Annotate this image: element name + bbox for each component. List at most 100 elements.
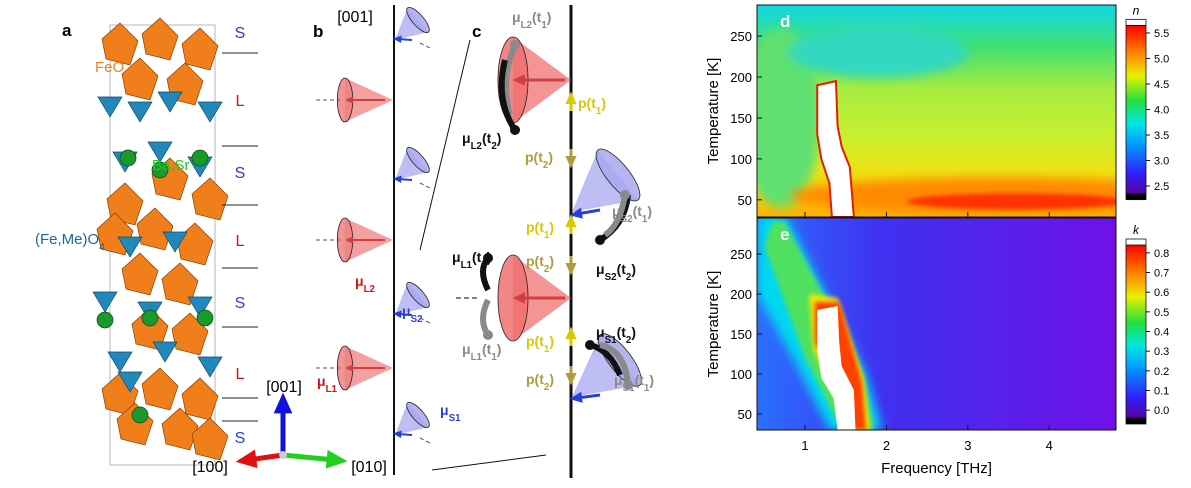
colorbar-cap	[1126, 194, 1146, 200]
x-tick-label: 3	[964, 438, 971, 453]
label: μL2(t1)	[512, 9, 551, 31]
label: μL2	[355, 273, 376, 295]
layer-label: L	[236, 93, 245, 110]
arrow-head	[565, 327, 576, 339]
tetrahedron	[128, 102, 152, 122]
colorbar-tick-label: 0.6	[1154, 287, 1169, 299]
colorbar-tick-label: 0.1	[1154, 385, 1169, 397]
subscript: S2	[605, 272, 618, 283]
label: p(t1)	[578, 95, 606, 117]
label-part: )	[549, 219, 554, 235]
label-part: FeO	[95, 59, 124, 76]
y-tick-label: 100	[730, 367, 752, 382]
octahedron	[142, 18, 178, 60]
tetrahedron	[93, 292, 117, 312]
label-part: )	[547, 9, 552, 25]
colorbar-tick-label: 5.0	[1154, 54, 1169, 66]
y-tick-label: 200	[730, 287, 752, 302]
label-part: (t	[482, 130, 492, 146]
figure-body: aFeO6Ba,Sr(Fe,Me)O4SLSLSLS[001][100][010…	[35, 3, 1191, 478]
colorbar-tick-label: 0.5	[1154, 307, 1169, 319]
dash	[420, 438, 432, 444]
label-part: (t	[633, 203, 643, 219]
label: μS2(t2)	[596, 261, 636, 283]
panel-label: d	[780, 12, 790, 31]
arrow-tip	[483, 330, 493, 340]
arrow-head	[326, 450, 348, 469]
panel-label: a	[62, 21, 72, 40]
tetrahedron	[198, 357, 222, 377]
label-part: μ	[317, 373, 326, 389]
label-part: (t	[482, 341, 492, 357]
y-tick-label: 150	[730, 327, 752, 342]
subscript: 6	[124, 69, 130, 81]
octahedron	[122, 253, 158, 295]
origin	[279, 451, 287, 459]
subscript: L2	[521, 20, 533, 31]
tetrahedron	[153, 342, 177, 362]
label: p(t1)	[526, 219, 554, 241]
subscript: L2	[471, 141, 483, 152]
colorbar-tick-label: 0.3	[1154, 346, 1169, 358]
colorbar-tick-label: 3.5	[1154, 130, 1169, 142]
panel-label: b	[313, 22, 323, 41]
label-part: μ	[512, 9, 521, 25]
label-part: )	[649, 372, 654, 388]
contour-map	[757, 214, 1116, 430]
arrow-tip	[510, 40, 520, 50]
contour-fill	[788, 27, 968, 77]
label-part: μ	[402, 303, 411, 319]
label-part: (t	[472, 249, 482, 265]
y-axis-title: Temperature [K]	[705, 271, 722, 378]
layer-label: S	[235, 25, 246, 42]
arrow-head	[565, 92, 576, 104]
label-part: (t	[635, 372, 645, 388]
colorbar-tick-label: 5.5	[1154, 28, 1169, 40]
atom	[197, 310, 213, 326]
colorbar-tick-label: 2.5	[1154, 181, 1169, 193]
label-part: p(t	[526, 333, 544, 349]
contour-map	[741, 5, 1191, 217]
layer-label: S	[235, 165, 246, 182]
subscript: S1	[605, 335, 618, 346]
y-tick-label: 200	[730, 70, 752, 85]
colorbar-tick-label: 4.5	[1154, 79, 1169, 91]
subscript: L1	[461, 260, 473, 271]
label-part: )	[631, 261, 636, 277]
tetrahedron	[108, 352, 132, 372]
label-part: (t	[617, 324, 627, 340]
arrow-tip	[585, 340, 595, 350]
atom	[192, 150, 208, 166]
x-tick-label: 4	[1046, 438, 1053, 453]
atom	[97, 312, 113, 328]
y-tick-label: 250	[730, 29, 752, 44]
label: p(t2)	[526, 371, 554, 393]
subscript: S2	[621, 214, 634, 225]
label-part: p(t	[578, 95, 596, 111]
label-part: )	[549, 333, 554, 349]
subscript: 4	[99, 241, 105, 253]
arrow-head	[565, 373, 576, 385]
octahedron	[137, 208, 173, 250]
colorbar	[1126, 245, 1146, 418]
octahedron	[182, 378, 218, 420]
x-tick-label: 2	[883, 438, 890, 453]
label: μL2(t2)	[462, 130, 501, 152]
octahedron	[182, 28, 218, 70]
axis-label: [001]	[266, 379, 302, 396]
arrow-head	[565, 156, 576, 168]
dash	[420, 43, 432, 49]
colorbar-tick-label: 0.0	[1154, 405, 1169, 417]
label-part: p(t	[526, 219, 544, 235]
label: Ba,Sr	[152, 157, 190, 174]
label-part: )	[487, 249, 492, 265]
y-tick-label: 250	[730, 247, 752, 262]
label-part: )	[548, 149, 553, 165]
label-part: (t	[617, 261, 627, 277]
subscript: L2	[364, 284, 376, 295]
colorbar-title: k	[1133, 223, 1140, 237]
axis-label: [010]	[351, 459, 387, 476]
colorbar-tick-label: 0.7	[1154, 268, 1169, 280]
arrow-tip	[620, 190, 630, 200]
label-part: μ	[452, 249, 461, 265]
